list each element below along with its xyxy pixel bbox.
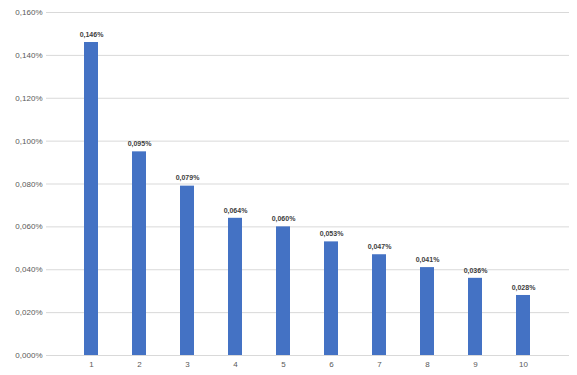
svg-text:0,080%: 0,080% [15, 180, 42, 189]
svg-text:0,100%: 0,100% [15, 137, 42, 146]
svg-text:0,079%: 0,079% [176, 174, 201, 182]
svg-text:0,060%: 0,060% [15, 222, 42, 231]
svg-text:0,095%: 0,095% [128, 140, 153, 148]
svg-text:9: 9 [473, 360, 478, 369]
svg-text:0,120%: 0,120% [15, 94, 42, 103]
svg-text:0,036%: 0,036% [464, 267, 489, 275]
svg-text:2: 2 [137, 360, 142, 369]
svg-text:0,000%: 0,000% [15, 351, 42, 360]
svg-text:0,064%: 0,064% [224, 207, 249, 215]
svg-text:0,028%: 0,028% [512, 284, 537, 292]
svg-text:0,160%: 0,160% [15, 8, 42, 17]
svg-text:0,053%: 0,053% [320, 230, 345, 238]
svg-text:0,047%: 0,047% [368, 243, 393, 251]
svg-text:6: 6 [329, 360, 334, 369]
svg-text:5: 5 [281, 360, 286, 369]
svg-text:1: 1 [89, 360, 94, 369]
svg-text:0,040%: 0,040% [15, 265, 42, 274]
svg-text:7: 7 [377, 360, 382, 369]
svg-text:0,020%: 0,020% [15, 308, 42, 317]
svg-text:0,140%: 0,140% [15, 51, 42, 60]
svg-text:0,041%: 0,041% [416, 256, 441, 264]
svg-text:0,060%: 0,060% [272, 215, 297, 223]
svg-text:3: 3 [185, 360, 190, 369]
svg-text:8: 8 [425, 360, 430, 369]
svg-text:0,146%: 0,146% [80, 31, 105, 39]
svg-text:4: 4 [233, 360, 238, 369]
svg-text:10: 10 [519, 360, 528, 369]
